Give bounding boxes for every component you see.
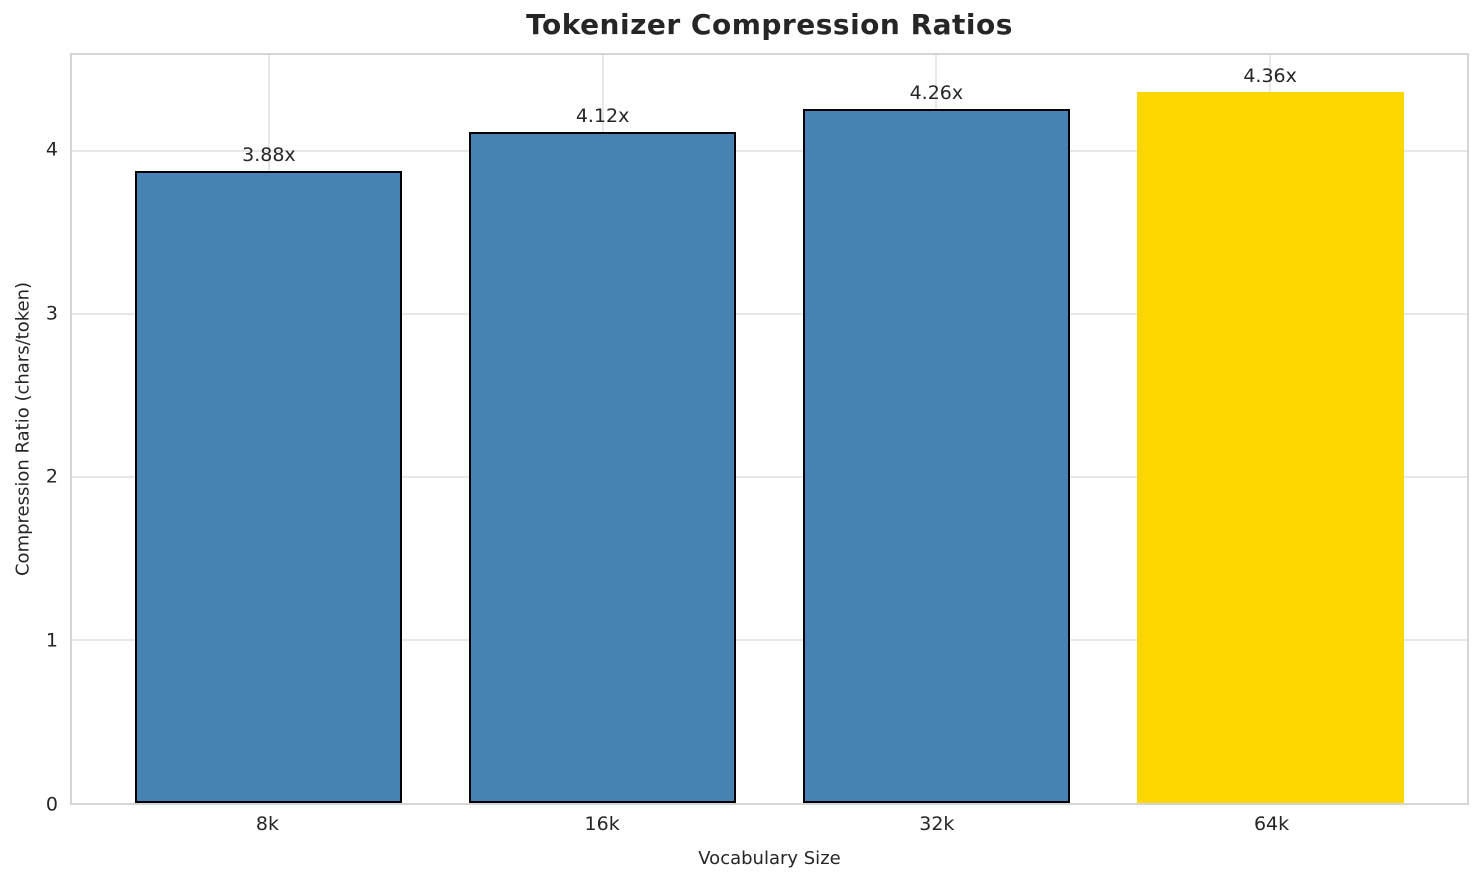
y-tick-label: 1	[45, 629, 58, 652]
x-tick-label: 16k	[584, 813, 620, 835]
bar-value-label: 4.36x	[1243, 65, 1297, 88]
bar-8k	[135, 170, 403, 803]
bar-value-label: 4.26x	[909, 81, 964, 104]
bar-32k	[802, 108, 1070, 803]
bar-64k	[1136, 92, 1404, 803]
gridline-horizontal	[72, 313, 1467, 316]
gridline-horizontal	[72, 150, 1467, 153]
y-tick-label: 0	[45, 793, 58, 816]
bar-value-label: 3.88x	[242, 143, 296, 166]
y-tick-labels: 0 1 2 3 4	[0, 53, 58, 814]
bar-16k	[469, 131, 737, 803]
x-axis-label: Vocabulary Size	[698, 848, 841, 869]
gridline-horizontal	[72, 476, 1467, 479]
x-tick-label: 8k	[255, 813, 279, 835]
x-tick-label: 64k	[1253, 813, 1290, 835]
x-tick-labels: 8k 16k 32k 64k	[70, 813, 1469, 841]
bar-value-label: 4.12x	[575, 104, 630, 127]
plot-area: 3.88x 4.12x 4.26x 4.36x	[70, 53, 1469, 805]
y-tick-label: 3	[45, 302, 58, 324]
chart-title: Tokenizer Compression Ratios	[526, 8, 1013, 41]
gridline-horizontal	[72, 639, 1467, 642]
y-tick-label: 2	[45, 465, 58, 488]
y-tick-label: 4	[45, 138, 58, 161]
x-tick-label: 32k	[919, 813, 955, 835]
